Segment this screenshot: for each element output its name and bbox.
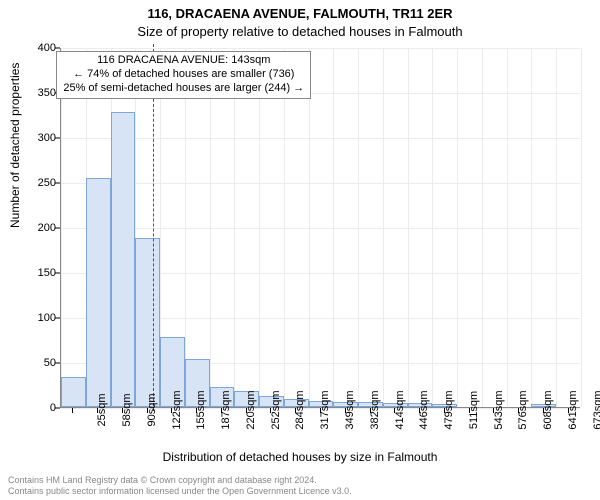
x-tick	[122, 408, 123, 413]
x-tick	[270, 408, 271, 413]
y-tick	[55, 318, 60, 319]
y-tick-label: 0	[16, 402, 56, 414]
x-tick	[196, 408, 197, 413]
gridline-vertical	[259, 48, 260, 407]
y-tick-label: 50	[16, 357, 56, 369]
gridline-horizontal	[61, 48, 580, 49]
gridline-horizontal	[61, 228, 580, 229]
gridline-vertical	[556, 48, 557, 407]
histogram-bar	[111, 112, 136, 407]
x-tick	[493, 408, 494, 413]
x-tick	[97, 408, 98, 413]
y-tick-label: 350	[16, 87, 56, 99]
footer-line: Contains public sector information licen…	[8, 486, 352, 496]
x-tick	[370, 408, 371, 413]
x-tick	[171, 408, 172, 413]
gridline-vertical	[61, 48, 62, 407]
x-tick	[221, 408, 222, 413]
x-tick	[543, 408, 544, 413]
gridline-vertical	[210, 48, 211, 407]
y-tick	[55, 408, 60, 409]
y-tick	[55, 228, 60, 229]
reference-line	[153, 44, 154, 411]
chart-title-address: 116, DRACAENA AVENUE, FALMOUTH, TR11 2ER	[0, 6, 600, 21]
gridline-vertical	[284, 48, 285, 407]
gridline-vertical	[581, 48, 582, 407]
x-tick	[246, 408, 247, 413]
y-tick	[55, 138, 60, 139]
gridline-vertical	[482, 48, 483, 407]
gridline-vertical	[234, 48, 235, 407]
annotation-line: 116 DRACAENA AVENUE: 143sqm	[63, 54, 304, 68]
x-tick	[518, 408, 519, 413]
x-tick	[568, 408, 569, 413]
gridline-vertical	[358, 48, 359, 407]
plot-area	[60, 48, 580, 408]
x-tick	[394, 408, 395, 413]
footer-line: Contains HM Land Registry data © Crown c…	[8, 475, 352, 485]
gridline-vertical	[309, 48, 310, 407]
y-tick	[55, 183, 60, 184]
histogram-bar	[86, 178, 111, 408]
x-tick-label: 673sqm	[568, 390, 600, 429]
gridline-horizontal	[61, 183, 580, 184]
y-tick-label: 400	[16, 42, 56, 54]
y-tick-label: 300	[16, 132, 56, 144]
y-tick-label: 100	[16, 312, 56, 324]
x-tick	[295, 408, 296, 413]
gridline-vertical	[408, 48, 409, 407]
y-tick	[55, 273, 60, 274]
annotation-line: 25% of semi-detached houses are larger (…	[63, 82, 304, 96]
chart-title-sub: Size of property relative to detached ho…	[0, 24, 600, 39]
x-tick	[444, 408, 445, 413]
y-tick-label: 200	[16, 222, 56, 234]
gridline-vertical	[383, 48, 384, 407]
x-axis-label: Distribution of detached houses by size …	[0, 450, 600, 464]
x-tick	[419, 408, 420, 413]
y-tick-label: 250	[16, 177, 56, 189]
gridline-vertical	[507, 48, 508, 407]
annotation-box: 116 DRACAENA AVENUE: 143sqm← 74% of deta…	[56, 51, 311, 98]
gridline-vertical	[432, 48, 433, 407]
y-tick	[55, 48, 60, 49]
footer-attribution: Contains HM Land Registry data © Crown c…	[8, 475, 352, 496]
x-tick	[320, 408, 321, 413]
gridline-vertical	[531, 48, 532, 407]
annotation-line: ← 74% of detached houses are smaller (73…	[63, 68, 304, 82]
histogram-bar	[135, 238, 160, 407]
x-tick	[469, 408, 470, 413]
gridline-vertical	[185, 48, 186, 407]
gridline-horizontal	[61, 138, 580, 139]
y-tick-label: 150	[16, 267, 56, 279]
x-tick	[147, 408, 148, 413]
x-tick	[72, 408, 73, 413]
x-tick	[345, 408, 346, 413]
gridline-vertical	[333, 48, 334, 407]
gridline-vertical	[457, 48, 458, 407]
y-tick	[55, 363, 60, 364]
